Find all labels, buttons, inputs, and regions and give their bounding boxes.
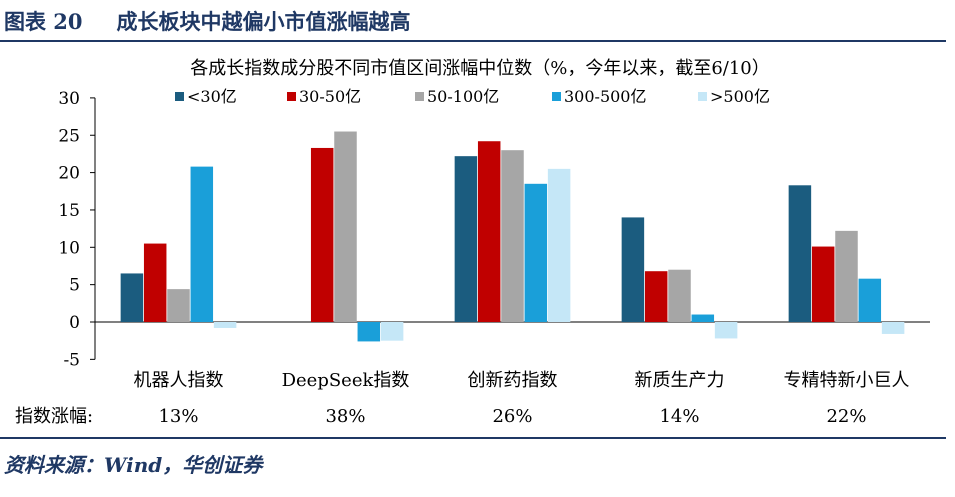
- figure-title-text: 成长板块中越偏小市值涨幅越高: [116, 9, 411, 34]
- bars: [120, 131, 905, 342]
- legend-label: 300-500亿: [564, 87, 647, 106]
- figure-title: 图表 20 成长板块中越偏小市值涨幅越高: [4, 6, 411, 36]
- legend-swatch: [698, 92, 707, 101]
- y-tick-label: 25: [58, 126, 80, 146]
- legend-label: 30-50亿: [299, 87, 361, 106]
- bar: [858, 278, 882, 322]
- y-tick-label: 0: [69, 313, 80, 333]
- bar: [454, 156, 478, 322]
- legend: <30亿 30-50亿 50-100亿 300-500亿 >500亿: [175, 87, 770, 106]
- chart-title: 各成长指数成分股不同市值区间涨幅中位数（%，今年以来，截至6/10）: [190, 58, 770, 79]
- bar: [835, 230, 858, 322]
- bar: [120, 273, 144, 322]
- bar: [668, 269, 691, 322]
- bar: [811, 246, 835, 322]
- y-tick-label: 10: [58, 238, 80, 258]
- bar: [334, 131, 357, 322]
- top-rule: [0, 40, 946, 42]
- category-label: 专精特新小巨人: [784, 370, 910, 391]
- bar: [213, 322, 237, 328]
- index-gain-value: 22%: [826, 406, 866, 427]
- y-tick-label: -5: [63, 350, 80, 370]
- bar: [143, 243, 167, 322]
- bar: [788, 185, 812, 322]
- index-gain-value: 14%: [659, 406, 699, 427]
- bar: [310, 147, 334, 322]
- legend-swatch: [415, 92, 424, 101]
- source-note: 资料来源：Wind，华创证券: [4, 453, 263, 477]
- legend-swatch: [552, 92, 561, 101]
- legend-label: 50-100亿: [427, 87, 499, 106]
- bar: [621, 217, 645, 322]
- index-gain-row: 指数涨幅: 13% 38% 26% 14% 22%: [15, 406, 867, 427]
- category-label: 新质生产力: [635, 370, 725, 391]
- legend-label: >500亿: [710, 87, 770, 106]
- figure-label: 图表 20: [4, 9, 83, 34]
- category-label: 机器人指数: [134, 370, 224, 391]
- bar: [357, 322, 381, 342]
- y-tick-label: 5: [69, 276, 80, 296]
- legend-label: <30亿: [187, 87, 237, 106]
- bar: [644, 271, 668, 322]
- bar: [881, 322, 905, 334]
- bar: [477, 141, 501, 322]
- category-labels: 机器人指数 DeepSeek指数 创新药指数 新质生产力 专精特新小巨人: [134, 370, 910, 391]
- bar: [691, 314, 715, 322]
- bar: [524, 183, 548, 322]
- legend-swatch: [287, 92, 296, 101]
- y-tick-label: 20: [58, 164, 80, 184]
- bar: [714, 322, 738, 339]
- category-label: 创新药指数: [468, 370, 558, 391]
- index-gain-label: 指数涨幅:: [15, 406, 93, 427]
- bar: [547, 168, 571, 322]
- bar: [380, 322, 404, 341]
- legend-swatch: [175, 92, 184, 101]
- category-label: DeepSeek指数: [282, 370, 410, 391]
- index-gain-value: 38%: [325, 406, 365, 427]
- bottom-rule: [0, 437, 946, 439]
- bar: [501, 150, 524, 322]
- index-gain-value: 13%: [158, 406, 198, 427]
- bar: [167, 289, 190, 322]
- y-tick-label: 15: [58, 201, 80, 221]
- bar: [190, 166, 214, 322]
- y-tick-label: 30: [58, 89, 80, 109]
- index-gain-value: 26%: [492, 406, 532, 427]
